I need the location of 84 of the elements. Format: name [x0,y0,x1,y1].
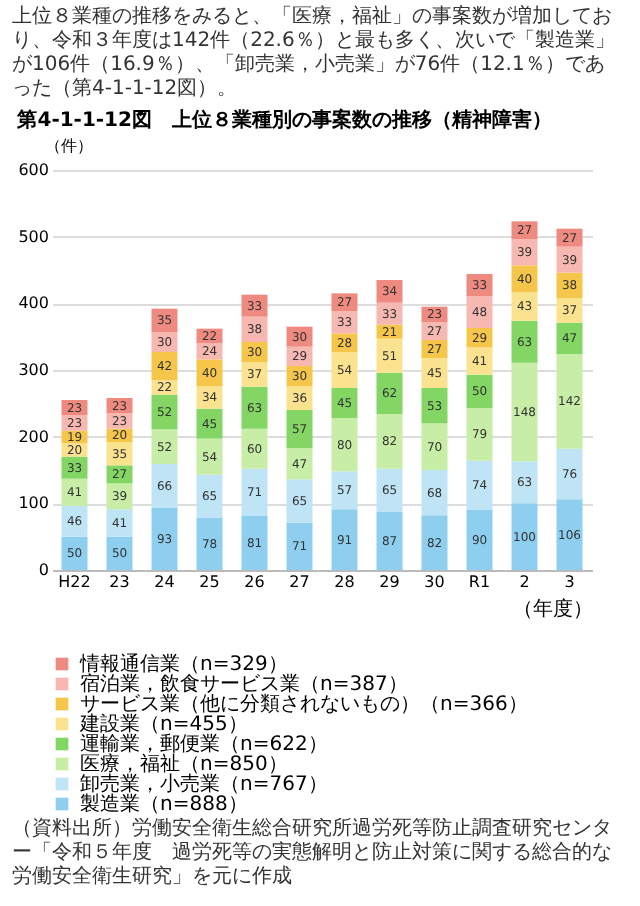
bar [556,322,583,354]
bar [151,429,178,464]
y-tick-label: 300 [18,361,49,379]
y-tick-label: 0 [38,561,49,579]
bar [286,522,313,570]
bar [331,418,358,472]
bar [331,471,358,510]
bar [331,352,358,388]
y-tick-label: 100 [18,494,49,513]
bar [421,423,448,470]
bar [286,448,313,480]
text: （資料出所）労働安全衛生総合研究所過労死等防止調査研究センター「令和５年度 過労死等の実態解明と防止対策に関する総合的な労働安全衛生研究」を元に作成 [12,818,614,890]
x-tick-label: 23 [109,573,130,591]
bar [196,518,223,570]
bar [376,338,403,373]
bar [466,408,493,461]
bar [286,410,313,448]
bar [466,347,493,375]
bar [556,499,583,570]
y-axis-title: （件） [45,137,93,155]
x-tick-label: 29 [379,573,400,591]
bar [241,386,268,429]
x-tick-label: 30 [424,573,445,591]
bar [106,509,133,537]
bar [421,358,448,388]
bar [241,516,268,570]
bar [241,428,268,469]
y-tick-label: 200 [18,427,49,446]
legend-label: 卸売業，小売業（n=767） [80,772,328,796]
y-tick-label: 400 [18,294,49,313]
x-tick-label: 27 [289,573,310,591]
bar [421,515,448,570]
x-tick-label: 28 [334,573,355,591]
bar [556,448,583,500]
bar [196,474,223,518]
x-tick-label: 2 [519,573,530,591]
bar [466,296,493,328]
bar [151,394,178,430]
y-tick-label: 600 [18,161,49,179]
legend-label: 建設業（n=455） [78,712,248,736]
bar [196,359,223,386]
bar [241,468,268,516]
bar [466,460,493,510]
bar [241,362,268,387]
bar [556,298,583,323]
text: 上位８業種の推移をみると、「医療，福祉」の事案数が増加しており、令和３年度は142件（22.6％）と最も多く、次いで「製造業」が106件（16.9％）、「卸売業，小売業」が76件（12.1％）であった（第4-1-1-12図）。 [12,6,617,102]
bar [376,468,403,512]
legend-label: サービス業（他に分類されないもの）（n=366） [80,692,528,716]
bar [151,352,178,380]
bar [511,320,538,363]
x-axis-title: （年度） [513,597,593,621]
bar [466,510,493,570]
legend-label: 情報通信業（n=329） [78,652,288,676]
bar [376,372,403,414]
bar [331,388,358,418]
x-tick-label: 24 [154,573,175,591]
bar [511,503,538,570]
bar [196,408,223,439]
bar [331,509,358,570]
x-tick-label: 26 [244,573,265,591]
bar [511,362,538,462]
bar [421,470,448,516]
bar [286,479,313,523]
x-tick-label: H22 [58,573,91,591]
x-tick-label: 3 [564,573,575,591]
bar [511,292,538,321]
legend-label: 製造業（n=888） [80,792,248,816]
bar [376,414,403,469]
bar [61,506,88,537]
bar [421,388,448,424]
bar [511,461,538,504]
bar [151,508,178,570]
x-tick-label: R1 [468,573,491,591]
legend-label: 医療，福祉（n=850） [80,752,288,776]
bar [151,464,178,508]
bar [556,354,583,449]
chart-title: 第4-1-1-12図 上位８業種別の事案数の推移（精神障害） [15,108,552,132]
bar [511,265,538,292]
y-tick-label: 500 [18,227,49,246]
bar [376,512,403,570]
x-tick-label: 25 [199,573,220,591]
bar [196,438,223,475]
legend-label: 運輸業，郵便業（n=622） [80,732,328,756]
legend-label: 宿泊業，飲食サービス業（n=387） [80,672,408,696]
